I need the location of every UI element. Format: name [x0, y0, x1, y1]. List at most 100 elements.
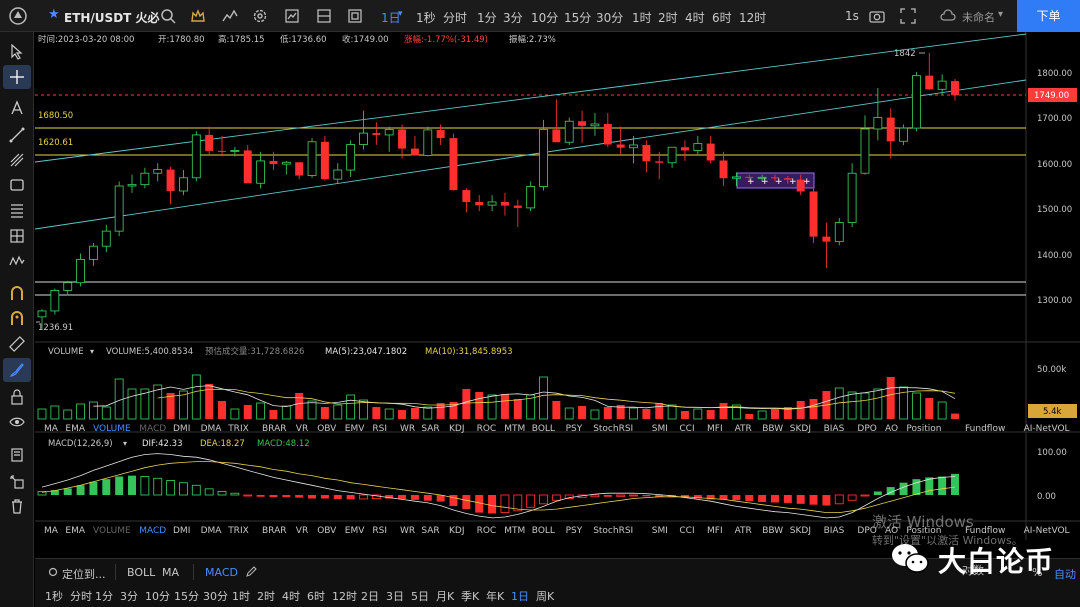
candle-body[interactable]: [911, 75, 921, 129]
indicator-tab-fundflow[interactable]: Fundflow: [965, 526, 1005, 536]
candle-body[interactable]: [423, 129, 433, 156]
indicator-tab-ai-netvol[interactable]: AI-NetVOL: [1024, 526, 1070, 536]
indicator-tab-mfi[interactable]: MFI: [707, 424, 723, 434]
candle-body[interactable]: [873, 117, 883, 130]
indicator-tab-ma[interactable]: MA: [44, 424, 59, 434]
boll-toggle[interactable]: BOLL: [127, 566, 156, 579]
interval-8[interactable]: 1时: [632, 11, 652, 25]
candle-body[interactable]: [320, 141, 329, 180]
interval-4[interactable]: 3分: [503, 11, 523, 25]
candle-body[interactable]: [140, 172, 150, 186]
candle-body[interactable]: [218, 150, 227, 152]
brush-icon[interactable]: [9, 362, 25, 378]
candle-body[interactable]: [384, 129, 394, 136]
candle-body[interactable]: [50, 289, 60, 312]
candle-body[interactable]: [526, 186, 536, 209]
bottom-interval-14[interactable]: 5日: [411, 590, 429, 603]
indicator-tab-rsi[interactable]: RSI: [372, 526, 387, 536]
interval-11[interactable]: 6时: [712, 11, 732, 25]
candle-body[interactable]: [37, 310, 47, 318]
indicator-tab-ema[interactable]: EMA: [65, 526, 85, 536]
indicator-tab-sar[interactable]: SAR: [421, 424, 439, 434]
candle-body[interactable]: [809, 191, 818, 237]
candle-body[interactable]: [770, 177, 779, 179]
indicator-tab-emv[interactable]: EMV: [345, 424, 365, 434]
bottom-interval-3[interactable]: 3分: [120, 590, 138, 603]
candle-body[interactable]: [398, 129, 407, 149]
indicator-tab-roc[interactable]: ROC: [477, 526, 497, 536]
bottom-interval-0[interactable]: 1秒: [45, 590, 63, 603]
indicator-tab-psy[interactable]: PSY: [566, 526, 583, 536]
indicator-tab-vr[interactable]: VR: [296, 526, 308, 536]
candle-body[interactable]: [101, 230, 111, 247]
interval-0[interactable]: 1日: [381, 11, 401, 25]
candle-body[interactable]: [333, 169, 343, 180]
indicator-tab-ao[interactable]: AO: [885, 424, 898, 434]
crown-icon[interactable]: [190, 8, 206, 24]
text-tool-icon[interactable]: [9, 100, 25, 116]
place-order-button[interactable]: 下单: [1017, 0, 1080, 32]
interval-5[interactable]: 10分: [531, 11, 559, 25]
wave-tool-icon[interactable]: [9, 253, 25, 269]
indicator-tab-kdj[interactable]: KDJ: [449, 526, 465, 536]
indicator-tab-sar[interactable]: SAR: [421, 526, 439, 536]
candle-body[interactable]: [860, 128, 870, 174]
candle-body[interactable]: [757, 176, 767, 179]
chevron-down-icon[interactable]: ▾: [398, 9, 403, 19]
locate-to-button[interactable]: 定位到...: [62, 568, 106, 581]
chevron-down-icon[interactable]: ▾: [123, 439, 127, 448]
indicator-tab-ao[interactable]: AO: [885, 526, 898, 536]
indicator-tab-macd[interactable]: MACD: [139, 424, 166, 434]
macd-toggle[interactable]: MACD: [205, 566, 238, 579]
candle-body[interactable]: [179, 177, 188, 192]
crosshair-icon[interactable]: [9, 69, 25, 85]
indicator-tab-boll[interactable]: BOLL: [532, 424, 555, 434]
candlestick-chart[interactable]: 时间:2023-03-20 08:00 开:1780.80 高:1785.15 …: [35, 32, 1080, 540]
indicator-tab-cci[interactable]: CCI: [679, 424, 694, 434]
candle-body[interactable]: [372, 133, 381, 135]
trendline-icon[interactable]: [9, 127, 25, 143]
candle-body[interactable]: [500, 201, 509, 206]
grid-tool-icon[interactable]: [9, 228, 25, 244]
indicator-tab-mtm[interactable]: MTM: [504, 424, 525, 434]
indicator-tab-smi[interactable]: SMI: [652, 526, 668, 536]
candle-body[interactable]: [680, 147, 689, 151]
candle-body[interactable]: [153, 169, 163, 174]
interval-9[interactable]: 2时: [658, 11, 678, 25]
interval-7[interactable]: 30分: [596, 11, 624, 25]
parallel-lines-icon[interactable]: [9, 202, 25, 218]
layout-icon[interactable]: [316, 8, 332, 24]
bottom-interval-13[interactable]: 3日: [386, 590, 404, 603]
candle-body[interactable]: [191, 134, 201, 179]
candle-body[interactable]: [719, 160, 728, 179]
interval-2[interactable]: 分时: [443, 11, 468, 25]
candle-body[interactable]: [410, 148, 419, 156]
bottom-interval-8[interactable]: 2时: [257, 590, 275, 603]
percent-toggle[interactable]: %: [1032, 566, 1043, 579]
candle-body[interactable]: [667, 146, 677, 164]
fib-tool-icon[interactable]: [9, 152, 25, 168]
log-scale-toggle[interactable]: 对数: [962, 564, 984, 577]
indicator-tab-trix[interactable]: TRIX: [227, 526, 249, 536]
candle-body[interactable]: [552, 129, 561, 143]
candle-body[interactable]: [693, 143, 703, 151]
eye-icon[interactable]: [9, 414, 25, 430]
candle-body[interactable]: [462, 190, 471, 202]
interval-1[interactable]: 1秒: [416, 11, 436, 25]
interval-10[interactable]: 4时: [685, 11, 705, 25]
interval-12[interactable]: 12时: [739, 11, 767, 25]
indicator-tab-dma[interactable]: DMA: [201, 424, 223, 434]
candle-body[interactable]: [230, 149, 240, 152]
indicator-tab-vr[interactable]: VR: [296, 424, 308, 434]
bottom-interval-11[interactable]: 12时: [332, 590, 357, 603]
bottom-interval-17[interactable]: 年K: [486, 590, 505, 603]
bottom-interval-18[interactable]: 1日: [511, 590, 529, 603]
indicator-tab-volume[interactable]: VOLUME: [93, 424, 131, 434]
indicator-tab-stochrsi[interactable]: StochRSI: [593, 424, 633, 434]
bottom-interval-15[interactable]: 月K: [436, 590, 455, 603]
layout-name[interactable]: 未命名: [962, 11, 995, 24]
indicator-tab-bbw[interactable]: BBW: [762, 526, 783, 536]
candle-body[interactable]: [731, 176, 741, 179]
indicator-tab-emv[interactable]: EMV: [345, 526, 365, 536]
bottom-interval-6[interactable]: 30分: [203, 590, 228, 603]
